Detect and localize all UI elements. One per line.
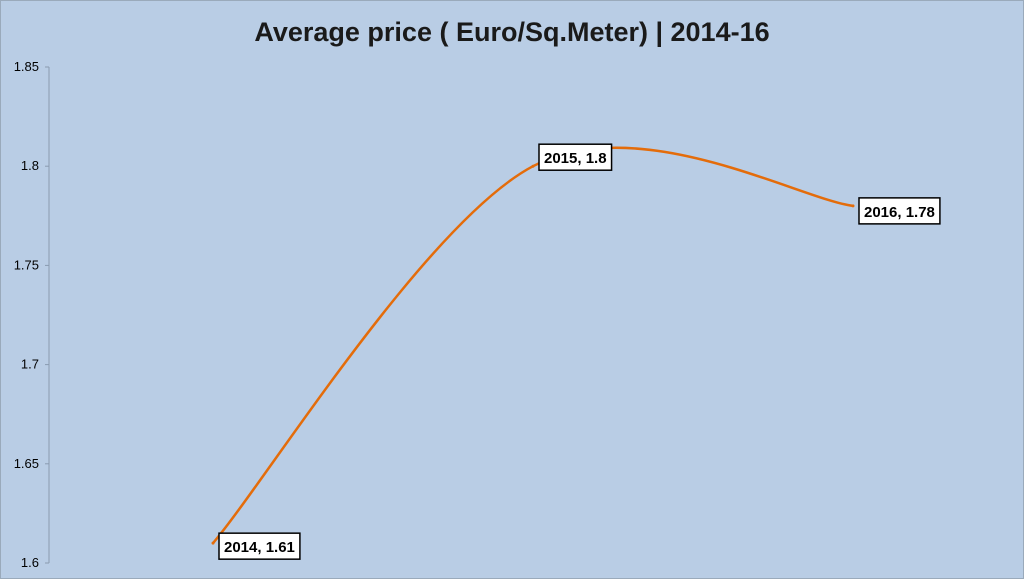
data-point-2016 <box>851 204 855 208</box>
y-tick-label: 1.85 <box>14 59 39 74</box>
data-label-text: 2016, 1.78 <box>864 204 935 221</box>
data-label-box <box>218 532 301 560</box>
data-label-2016: 2016, 1.78 <box>858 197 941 225</box>
y-tick-label: 1.75 <box>14 257 39 272</box>
y-tick-label: 1.7 <box>21 357 39 372</box>
data-label-2015: 2015, 1.8 <box>538 143 613 171</box>
y-tick-label: 1.6 <box>21 555 39 570</box>
data-label-layer: 2014, 1.61 2015, 1.8 2016, 1.78 <box>218 143 941 560</box>
data-point-2014 <box>211 541 215 545</box>
chart-title: Average price ( Euro/Sq.Meter) | 2014-16 <box>254 17 769 47</box>
data-label-text: 2015, 1.8 <box>544 150 607 167</box>
series-line <box>212 146 854 544</box>
data-label-box <box>858 197 941 225</box>
series-layer <box>211 146 855 545</box>
data-point-2015 <box>531 164 535 168</box>
data-label-box <box>538 143 613 171</box>
y-tick-label: 1.8 <box>21 158 39 173</box>
data-label-2014: 2014, 1.61 <box>218 532 301 560</box>
y-tick-label: 1.65 <box>14 456 39 471</box>
y-axis: 1.6 1.65 1.7 1.75 1.8 1.85 <box>14 59 50 570</box>
data-label-text: 2014, 1.61 <box>224 539 295 556</box>
